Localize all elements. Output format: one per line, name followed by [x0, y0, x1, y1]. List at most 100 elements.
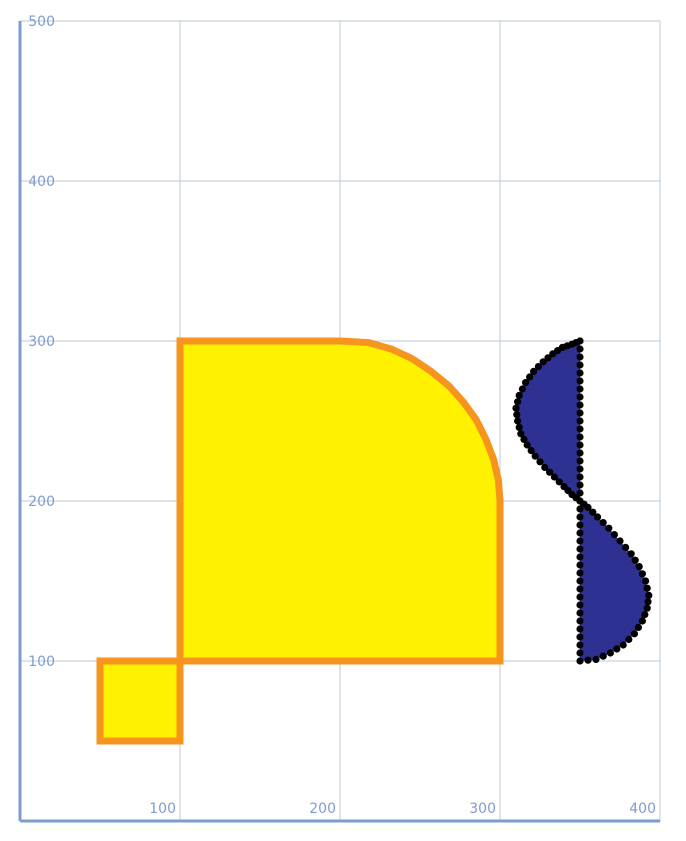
upper-lobe-marker	[576, 353, 584, 361]
lower-lobe-marker	[576, 625, 584, 633]
upper-lobe-marker	[576, 441, 584, 449]
lower-lobe-marker	[576, 569, 584, 577]
lower-lobe-marker	[584, 656, 592, 664]
tick-labels: 100 200 300 400 100 200 300 400 500	[28, 14, 656, 817]
upper-lobe-marker	[518, 385, 527, 393]
lower-lobe-marker	[592, 655, 600, 664]
lower-lobe-marker	[576, 577, 584, 585]
upper-lobe-marker	[536, 458, 544, 466]
upper-lobe-marker	[546, 468, 554, 476]
upper-lobe-marker	[576, 385, 584, 393]
lower-lobe-marker	[631, 556, 639, 564]
lower-lobe-marker	[606, 649, 615, 657]
small-square	[96, 657, 184, 745]
x-tick-label: 300	[469, 801, 496, 817]
upper-lobe-marker	[576, 433, 584, 441]
upper-lobe-marker	[576, 425, 584, 433]
lower-lobe-marker	[613, 645, 621, 653]
lower-lobe-marker	[638, 570, 647, 578]
upper-lobe-marker	[520, 435, 528, 443]
lower-lobe-marker	[627, 550, 635, 558]
lower-lobe-marker	[576, 617, 584, 625]
lower-lobe-marker	[605, 524, 613, 532]
upper-lobe-marker	[514, 417, 522, 425]
lower-lobe-marker	[576, 553, 584, 561]
lower-lobe-marker	[638, 617, 647, 625]
lower-lobe-marker	[616, 537, 624, 545]
upper-lobe-marker	[526, 373, 534, 381]
upper-lobe-marker	[531, 452, 539, 460]
upper-lobe-marker	[576, 449, 584, 457]
upper-lobe-marker	[555, 478, 563, 486]
lower-lobe-marker	[643, 604, 651, 612]
lower-lobe-fill	[580, 501, 649, 661]
upper-lobe-marker	[549, 350, 557, 358]
upper-lobe-marker	[576, 481, 584, 489]
upper-lobe-marker	[534, 363, 543, 371]
upper-lobe-marker	[523, 441, 531, 449]
upper-lobe-marker	[539, 358, 547, 366]
lower-lobe-marker	[576, 529, 584, 537]
lower-lobe-marker	[625, 635, 633, 644]
lower-lobe-marker	[589, 508, 597, 516]
upper-lobe-marker	[576, 361, 584, 369]
lower-lobe-marker	[576, 633, 584, 641]
lower-lobe-marker	[576, 505, 584, 513]
upper-lobe-marker	[576, 369, 584, 377]
upper-lobe-marker	[530, 367, 538, 375]
y-tick-label: 400	[28, 174, 55, 190]
y-tick-label: 200	[28, 494, 55, 510]
x-tick-label: 100	[149, 801, 176, 817]
y-tick-label: 300	[28, 334, 55, 350]
upper-lobe-marker	[576, 457, 584, 465]
upper-lobe-fill	[516, 341, 580, 501]
y-tick-label: 500	[28, 14, 55, 30]
upper-lobe-marker	[515, 423, 523, 431]
lower-lobe-marker	[576, 641, 584, 649]
lower-lobe-marker	[599, 652, 607, 660]
upper-lobe-marker	[512, 404, 520, 412]
lower-lobe-marker	[576, 585, 584, 593]
upper-lobe-marker	[541, 463, 549, 471]
lower-lobe-marker	[576, 657, 584, 665]
rounded-quarter	[176, 337, 504, 665]
lower-lobe-marker	[599, 519, 607, 527]
x-tick-label: 400	[629, 801, 656, 817]
lower-lobe-marker	[619, 641, 627, 649]
lower-lobe-marker	[630, 630, 639, 638]
axes	[18, 21, 660, 823]
upper-lobe-marker	[527, 447, 535, 455]
upper-lobe-marker	[576, 489, 584, 497]
lower-lobe-marker	[576, 521, 584, 529]
upper-lobe-marker	[550, 473, 559, 481]
upper-lobe-marker	[515, 391, 523, 399]
lower-lobe-marker	[643, 584, 651, 592]
upper-lobe-marker	[576, 393, 584, 401]
upper-lobe-marker	[576, 401, 584, 409]
x-tick-label: 200	[309, 801, 336, 817]
lower-lobe-marker	[644, 598, 652, 606]
lower-lobe-marker	[634, 623, 643, 632]
upper-lobe-marker	[517, 430, 525, 438]
lower-lobe-marker	[610, 531, 619, 539]
shapes	[96, 337, 653, 745]
lower-lobe-marker	[645, 591, 653, 600]
upper-lobe-marker	[576, 465, 584, 473]
lower-lobe-marker	[576, 545, 584, 553]
upper-lobe-marker	[544, 354, 552, 362]
lower-lobe-marker	[576, 649, 584, 657]
upper-lobe-marker	[522, 379, 530, 387]
upper-lobe-marker	[576, 377, 584, 385]
y-tick-label: 100	[28, 654, 55, 670]
lower-lobe-marker	[576, 513, 584, 521]
lower-lobe-marker	[576, 601, 584, 609]
lower-lobe-marker	[635, 563, 643, 571]
upper-lobe-marker	[513, 411, 521, 419]
upper-lobe-marker	[576, 345, 584, 353]
lower-lobe-marker	[594, 513, 602, 521]
upper-lobe-marker	[514, 398, 522, 406]
lower-lobe-marker	[576, 561, 584, 569]
lower-lobe-marker	[641, 611, 649, 619]
lower-lobe-marker	[576, 593, 584, 601]
